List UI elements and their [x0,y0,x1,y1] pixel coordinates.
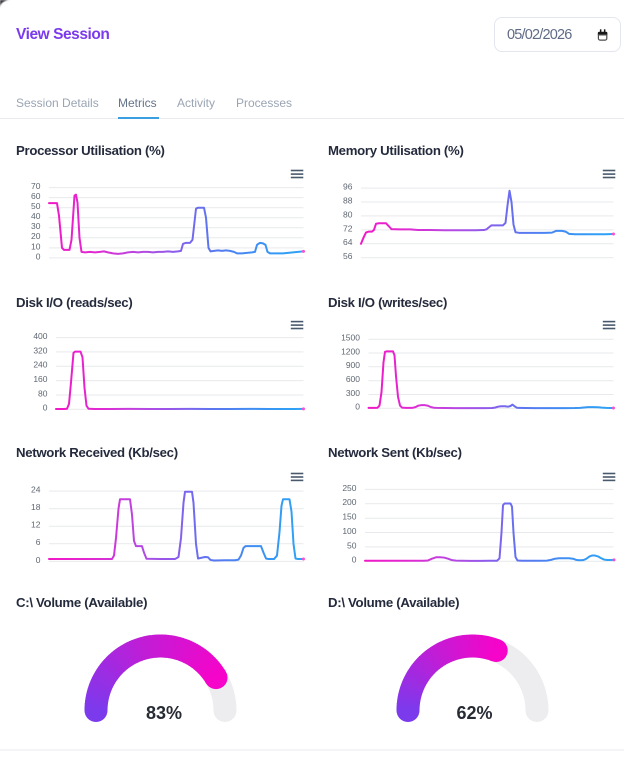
svg-text:320: 320 [33,345,47,355]
svg-text:1200: 1200 [341,346,360,356]
svg-text:70: 70 [31,181,41,191]
svg-text:96: 96 [343,182,353,192]
svg-text:0: 0 [43,403,48,413]
svg-text:6: 6 [36,537,41,547]
svg-text:0: 0 [36,251,41,261]
svg-text:900: 900 [346,360,360,370]
svg-text:150: 150 [342,512,356,522]
svg-text:40: 40 [31,211,41,221]
svg-text:12: 12 [31,520,41,530]
svg-text:240: 240 [33,360,47,370]
svg-text:50: 50 [347,540,357,550]
svg-text:18: 18 [31,502,41,512]
svg-text:50: 50 [31,201,41,211]
svg-text:1500: 1500 [341,333,360,343]
svg-text:88: 88 [343,195,353,205]
svg-text:160: 160 [33,374,47,384]
svg-text:100: 100 [342,526,356,536]
svg-text:72: 72 [343,223,353,233]
svg-text:80: 80 [38,388,48,398]
svg-text:20: 20 [31,231,41,241]
svg-text:0: 0 [352,555,357,565]
svg-text:24: 24 [31,485,41,495]
svg-text:10: 10 [31,241,41,251]
svg-text:250: 250 [342,483,356,493]
svg-text:64: 64 [343,237,353,247]
svg-text:56: 56 [343,251,353,261]
svg-text:60: 60 [31,191,41,201]
svg-text:0: 0 [355,402,360,412]
svg-text:400: 400 [33,331,47,341]
svg-text:200: 200 [342,497,356,507]
svg-text:30: 30 [31,221,41,231]
svg-text:0: 0 [36,555,41,565]
svg-text:80: 80 [343,209,353,219]
svg-text:300: 300 [346,388,360,398]
svg-text:600: 600 [346,374,360,384]
